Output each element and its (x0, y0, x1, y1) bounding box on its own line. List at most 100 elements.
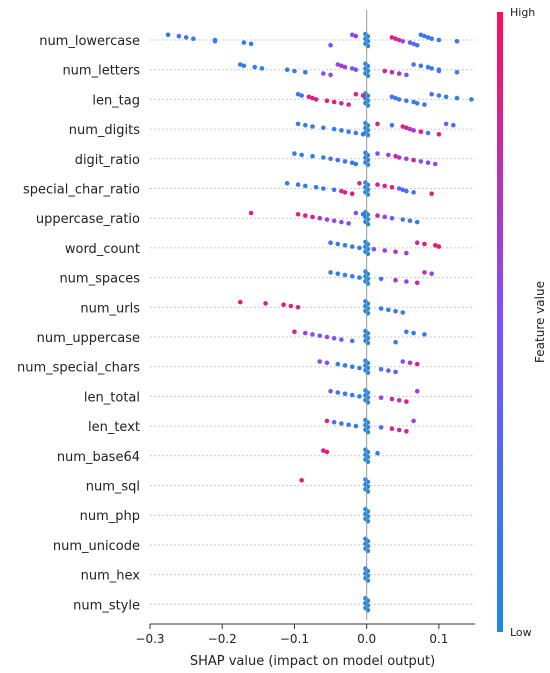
shap-point-digit_ratio (375, 151, 380, 156)
shap-point-digit_ratio (425, 160, 431, 165)
shap-point-num_base64 (324, 449, 330, 455)
shap-point-num_uppercase (324, 334, 330, 340)
feature-label-num_lowercase: num_lowercase (39, 34, 140, 49)
shap-point-num_uppercase (331, 336, 337, 341)
shap-point-num_digits (451, 122, 456, 128)
shap-point-num_letters (302, 70, 308, 75)
shap-point-len_tag (411, 99, 416, 105)
shap-point-word_count (335, 241, 341, 247)
shap-point-special_char_ratio (295, 182, 301, 187)
shap-point-num_lowercase (328, 42, 333, 48)
feature-label-digit_ratio: digit_ratio (75, 153, 140, 168)
shap-point-num_special_chars (393, 369, 398, 375)
shap-point-len_total (404, 399, 409, 404)
feature-label-special_char_ratio: special_char_ratio (23, 183, 140, 198)
shap-point-digit_ratio (342, 159, 348, 164)
shap-point-len_tag (324, 98, 330, 103)
shap-point-num_lowercase (248, 41, 254, 47)
shap-point-num_spaces (349, 274, 355, 279)
shap-point-uppercase_ratio (339, 219, 344, 225)
shap-point-len_tag (299, 93, 304, 98)
shap-point-num_uppercase (393, 339, 398, 345)
shap-point-special_char_ratio (284, 181, 290, 186)
shap-point-num_letters (252, 64, 258, 70)
shap-point-digit_ratio (432, 161, 438, 167)
shap-point-word_count (422, 241, 427, 247)
shap-point-len_text (404, 429, 409, 434)
shap-point-num_letters (241, 63, 247, 69)
shap-point-special_char_ratio (375, 182, 380, 187)
shap-point-num_digits (353, 130, 359, 136)
shap-point-num_letters (382, 68, 388, 74)
shap-point-len_tag (346, 102, 351, 107)
shap-point-word_count (432, 243, 438, 248)
shap-point-num_uppercase (310, 332, 315, 337)
x-tick-label: −0.1 (280, 632, 309, 646)
shap-point-num_spaces (404, 279, 409, 284)
shap-point-num_lowercase (411, 41, 416, 47)
shap-point-uppercase_ratio (302, 213, 308, 218)
shap-point-num_lowercase (241, 40, 247, 45)
shap-point-special_char_ratio (396, 186, 402, 191)
shap-point-digit_ratio (299, 152, 304, 158)
shap-point-num_letters (436, 68, 442, 74)
shap-point-num_uppercase (349, 338, 355, 344)
shap-point-uppercase_ratio (324, 217, 330, 222)
feature-label-num_hex: num_hex (81, 569, 141, 584)
shap-point-len_tag (389, 94, 395, 100)
shap-point-len_total (328, 388, 333, 394)
shap-point-len_tag (429, 91, 434, 97)
shap-point-special_char_ratio (411, 190, 416, 195)
shap-point-len_text (324, 418, 330, 424)
shap-point-len_tag (469, 97, 474, 102)
shap-point-len_total (335, 390, 341, 395)
feature-label-word_count: word_count (65, 242, 140, 257)
shap-point-digit_ratio (386, 152, 391, 158)
shap-point-special_char_ratio (313, 184, 319, 190)
x-axis-ticks: −0.3 −0.2 −0.1 0.0 0.1 (135, 624, 448, 646)
shap-point-uppercase_ratio (310, 214, 315, 220)
shap-point-num_urls (400, 310, 406, 315)
shap-point-num_special_chars (378, 367, 384, 372)
shap-point-num_lowercase (165, 32, 171, 38)
shap-point-num_lowercase (349, 32, 355, 38)
feature-label-len_total: len_total (84, 390, 140, 405)
shap-point-digit_ratio (393, 153, 398, 159)
shap-point-uppercase_ratio (353, 210, 359, 216)
feature-label-num_base64: num_base64 (57, 450, 140, 465)
shap-point-num_lowercase (191, 36, 196, 41)
shap-point-len_text (389, 426, 395, 432)
shap-point-word_count (382, 248, 388, 253)
shap-point-len_text (331, 419, 337, 425)
shap-point-num_lowercase (425, 35, 431, 40)
shap-point-word_count (349, 244, 355, 249)
colorbar-title: Feature value (533, 281, 547, 363)
shap-point-num_digits (411, 128, 416, 133)
shap-point-num_letters (404, 72, 409, 78)
x-tick-label: −0.3 (135, 632, 164, 646)
shap-point-len_total (389, 396, 395, 402)
shap-point-num_uppercase (292, 329, 297, 335)
shap-point-len_tag (313, 97, 319, 102)
colorbar-low-label: Low (510, 626, 532, 639)
shap-point-len_total (357, 394, 362, 399)
shap-point-num_urls (295, 305, 301, 310)
shap-point-digit_ratio (335, 157, 341, 163)
shap-point-num_lowercase (454, 39, 460, 44)
x-tick-label: 0.0 (357, 632, 376, 646)
shap-point-len_text (353, 423, 359, 429)
shap-point-special_char_ratio (302, 183, 308, 189)
shap-point-num_lowercase (389, 35, 395, 40)
shap-point-num_urls (263, 301, 268, 306)
shap-point-word_count (342, 243, 348, 248)
shap-point-len_tag (396, 97, 402, 102)
shap-point-digit_ratio (321, 155, 326, 160)
shap-point-num_digits (425, 130, 431, 136)
shap-point-uppercase_ratio (346, 221, 351, 226)
feature-label-num_sql: num_sql (86, 480, 140, 495)
shap-point-len_tag (353, 91, 359, 97)
shap-point-num_sql (299, 478, 304, 483)
shap-point-num_digits (389, 122, 395, 128)
shap-point-len_total (396, 398, 402, 403)
shap-point-word_count (436, 244, 442, 249)
